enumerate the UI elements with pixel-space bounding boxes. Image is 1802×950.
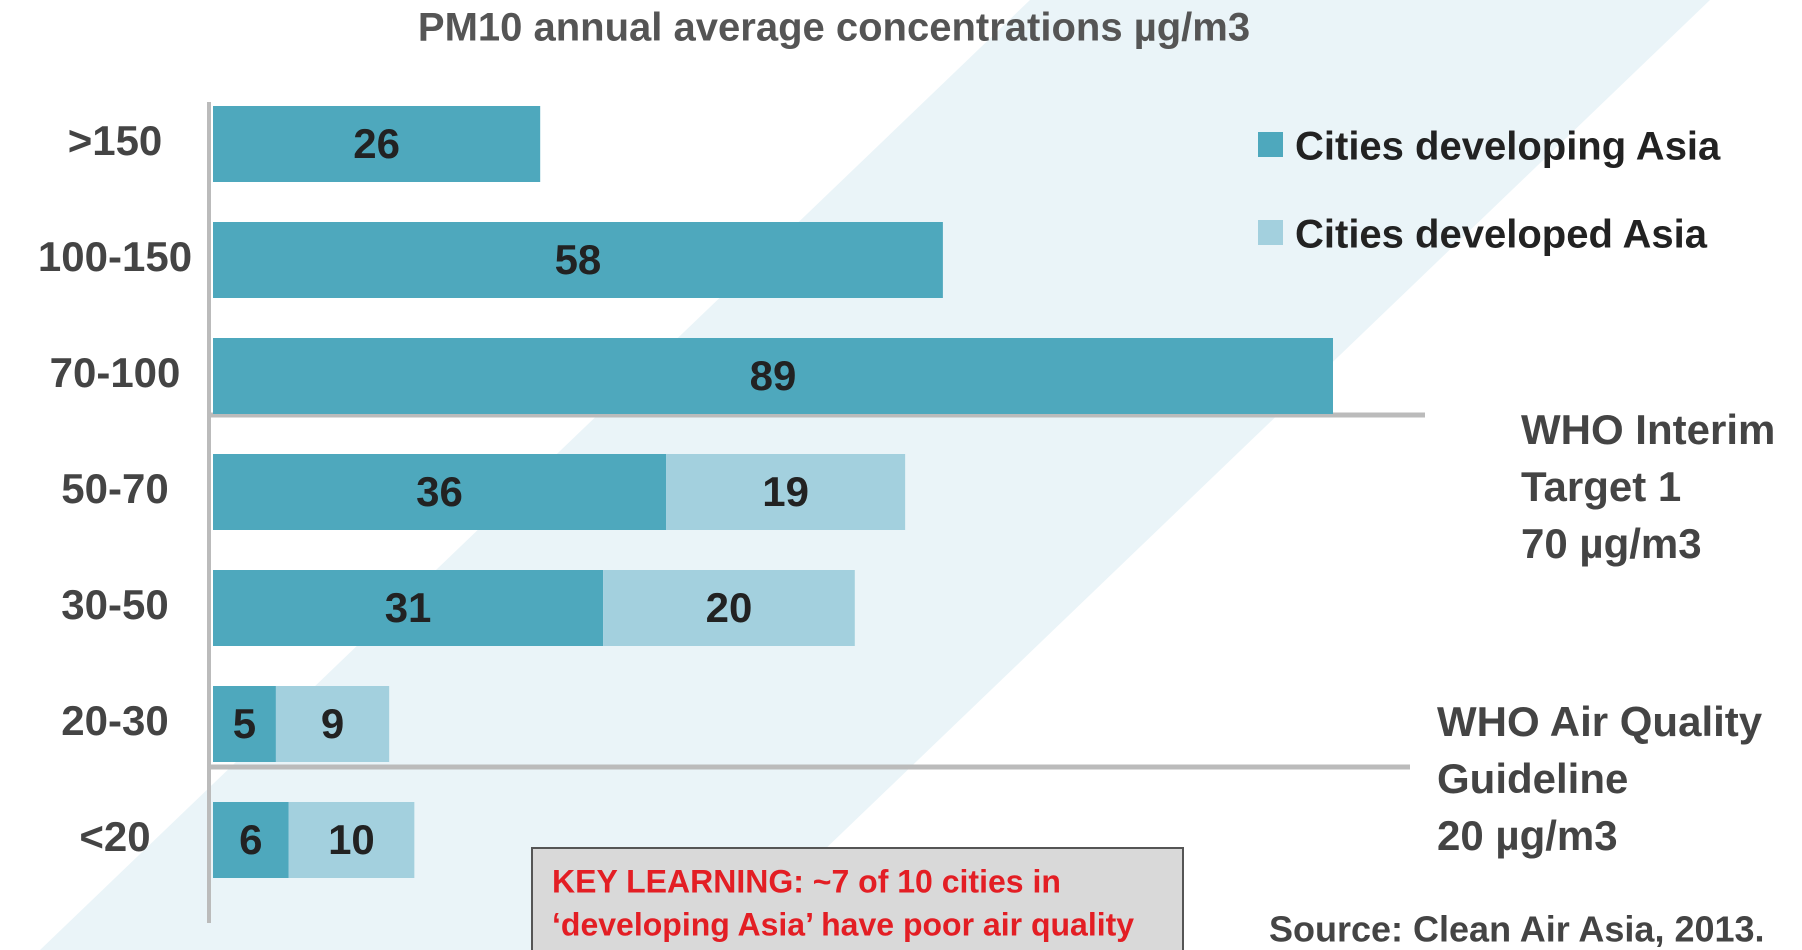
key-learning-box [531,847,1184,950]
bar-segment [213,454,667,530]
data-label: 36 [416,468,463,515]
data-label: 20 [706,584,753,631]
key-learning-text: KEY LEARNING: ~7 of 10 cities in [552,863,1061,899]
bar-segment [213,338,1333,414]
data-label: 26 [353,120,400,167]
legend-swatch [1258,132,1283,157]
category-label: <20 [79,813,150,860]
legend-label: Cities developing Asia [1295,125,1721,169]
data-label: 31 [385,584,432,631]
bar-segment [288,802,415,878]
bar-segment [213,570,604,646]
source-note: Source: Clean Air Asia, 2013. [1269,909,1765,950]
threshold-annotation: 70 µg/m3 [1521,520,1702,567]
threshold-annotation: Guideline [1437,755,1628,802]
category-label: 70-100 [50,349,181,396]
data-label: 89 [750,352,797,399]
data-label: 6 [239,816,262,863]
bar-segment [213,222,943,298]
category-label: 20-30 [61,697,168,744]
threshold-annotation: WHO Interim [1521,406,1775,453]
data-label: 9 [321,700,344,747]
category-label: >150 [68,117,163,164]
data-label: 10 [328,816,375,863]
data-label: 19 [762,468,809,515]
chart-title: PM10 annual average concentrations µg/m3 [418,6,1250,50]
bar-segment [666,454,906,530]
bar-segment [603,570,855,646]
threshold-annotation: 20 µg/m3 [1437,812,1618,859]
category-label: 100-150 [38,233,192,280]
bar-segment [213,802,289,878]
bar-segment [213,106,541,182]
threshold-annotation: WHO Air Quality [1437,698,1763,745]
legend-swatch [1258,220,1283,245]
threshold-annotation: Target 1 [1521,463,1681,510]
category-label: 30-50 [61,581,168,628]
bar-segment [213,686,276,762]
category-label: 50-70 [61,465,168,512]
data-label: 5 [233,700,256,747]
data-label: 58 [555,236,602,283]
key-learning-text: ‘developing Asia’ have poor air quality [552,906,1134,942]
legend-label: Cities developed Asia [1295,213,1708,257]
bar-segment [275,686,390,762]
